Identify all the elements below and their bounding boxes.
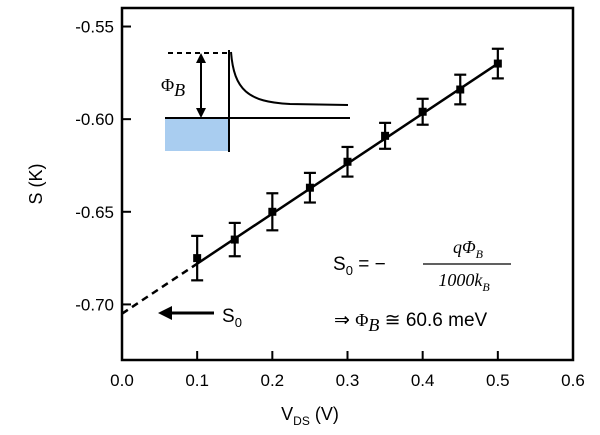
y-axis-title: S (K) [26,163,46,204]
data-point [381,131,390,140]
x-tick-label: 0.0 [110,371,134,390]
inset-filled-band [165,118,229,151]
x-tick-label: 0.4 [411,371,435,390]
inset-arrow-head-up [196,53,206,63]
result-text: ⇒ ΦB ≅ 60.6 meV [334,310,488,335]
formula-denominator: 1000kB [438,270,490,294]
x-axis-title: VDS (V) [281,404,339,428]
fit-line-extrapolation [121,262,198,315]
data-point [268,207,277,216]
y-tick-label: -0.55 [75,18,114,37]
data-point [305,183,314,192]
inset-barrier-diagram: ΦB [161,50,350,152]
x-tick-label: 0.1 [185,371,209,390]
s0-label: S0 [222,306,242,330]
x-tick-label: 0.2 [261,371,285,390]
data-point [193,254,202,263]
s0-arrow-head [158,306,172,320]
inset-arrow-head-down [196,108,206,118]
y-tick-label: -0.60 [75,110,114,129]
data-point [493,59,502,68]
y-tick-label: -0.70 [75,295,114,314]
data-point [456,85,465,94]
data-series [191,47,504,282]
inset-barrier-label: ΦB [161,75,185,100]
x-tick-label: 0.6 [561,371,585,390]
formula-numerator: qΦB [453,237,484,261]
inset-potential-curve [230,51,349,106]
formula-lhs: S0 = − [333,254,386,278]
s0-annotation: S0 [158,306,242,330]
formula: S0 = − qΦB 1000kB [333,237,511,294]
data-point [230,235,239,244]
data-point [343,157,352,166]
x-tick-label: 0.3 [336,371,360,390]
y-tick-label: -0.65 [75,203,114,222]
y-axis-ticks: -0.55 -0.60 -0.65 -0.70 [75,18,131,314]
x-axis-ticks: 0.0 0.1 0.2 0.3 0.4 0.5 0.6 [110,351,585,390]
x-tick-label: 0.5 [486,371,510,390]
plot-frame [120,6,575,362]
data-point [418,107,427,116]
